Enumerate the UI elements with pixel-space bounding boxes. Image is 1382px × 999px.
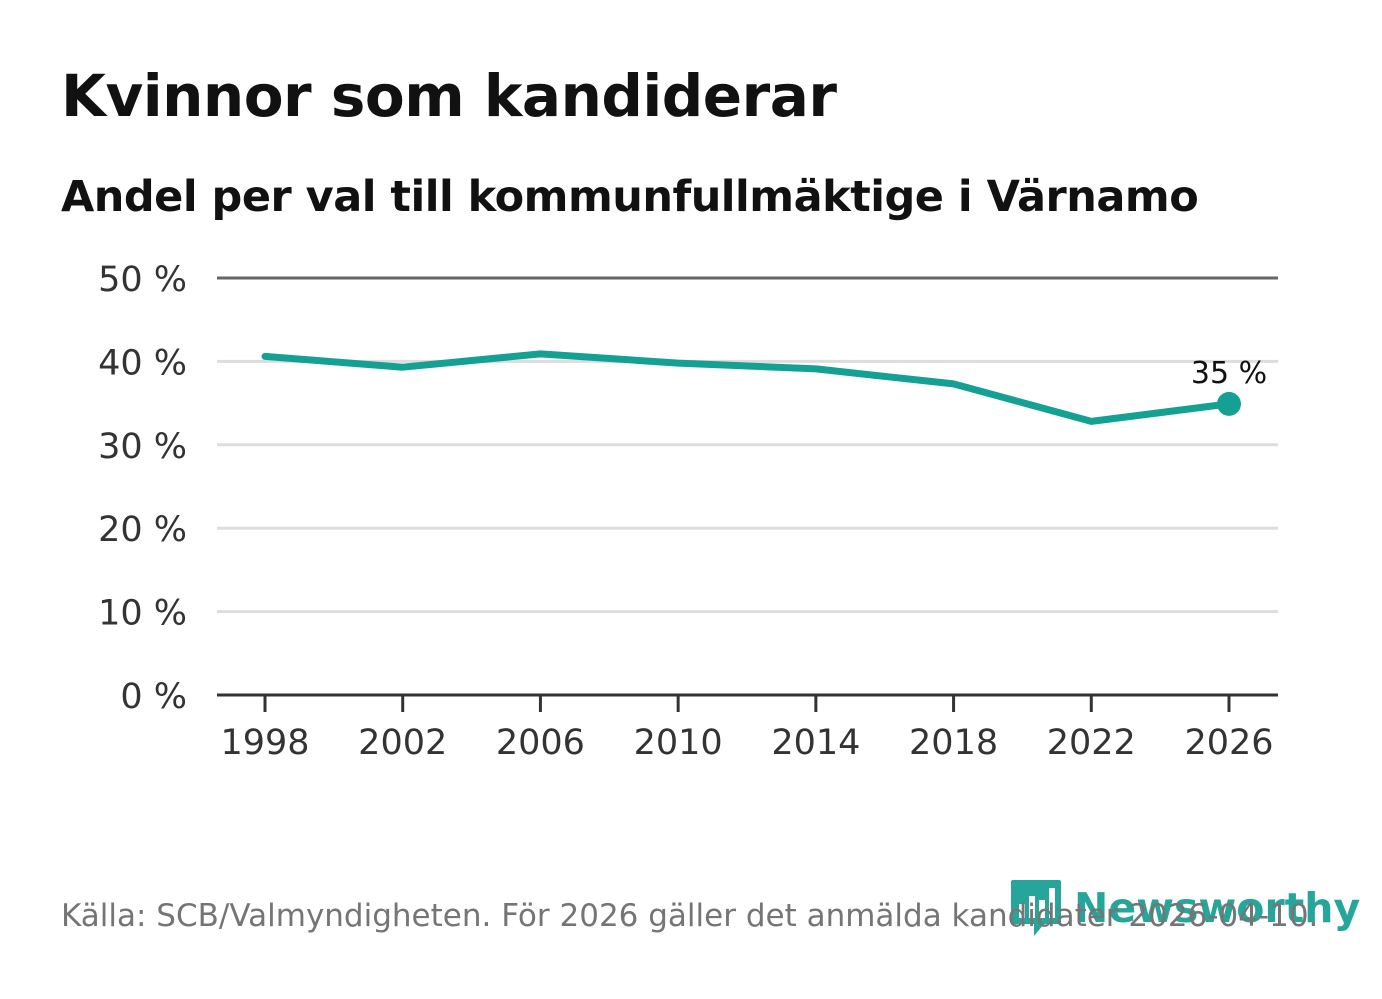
y-axis-ticks: 0 % 10 % 20 % 30 % 40 % 50 % xyxy=(98,260,187,717)
y-tick-label: 0 % xyxy=(120,677,187,717)
chart-title: Kvinnor som kandiderar xyxy=(61,62,837,130)
x-tick-label: 2026 xyxy=(1184,723,1273,763)
source-note: Källa: SCB/Valmyndigheten. För 2026 gäll… xyxy=(61,898,1319,934)
bar-chart-speech-bubble-icon xyxy=(1011,880,1061,936)
series-group: 35 % xyxy=(261,350,1267,425)
last-value-label: 35 % xyxy=(1191,356,1267,391)
y-tick-label: 20 % xyxy=(98,510,187,550)
series-line xyxy=(261,350,1233,425)
y-tick-label: 30 % xyxy=(98,427,187,467)
x-tick-label: 2018 xyxy=(909,723,998,763)
x-tick-label: 2014 xyxy=(771,723,860,763)
y-tick-label: 40 % xyxy=(98,343,187,383)
brand-name: Newsworthy xyxy=(1074,884,1361,932)
y-tick-label: 10 % xyxy=(98,594,187,634)
last-point-marker xyxy=(1217,391,1241,416)
x-tick-label: 2006 xyxy=(496,723,585,763)
y-tick-label: 50 % xyxy=(98,260,187,300)
gridlines xyxy=(217,276,1278,614)
x-tick-label: 1998 xyxy=(220,723,309,763)
x-axis: 1998 2002 2006 2010 2014 2018 2022 2026 xyxy=(217,693,1278,763)
x-tick-label: 2022 xyxy=(1047,723,1136,763)
x-tick-label: 2010 xyxy=(634,723,723,763)
newsworthy-logo: Newsworthy xyxy=(1010,878,1360,938)
chart-subtitle: Andel per val till kommunfullmäktige i V… xyxy=(61,172,1199,222)
x-tick-label: 2002 xyxy=(358,723,447,763)
